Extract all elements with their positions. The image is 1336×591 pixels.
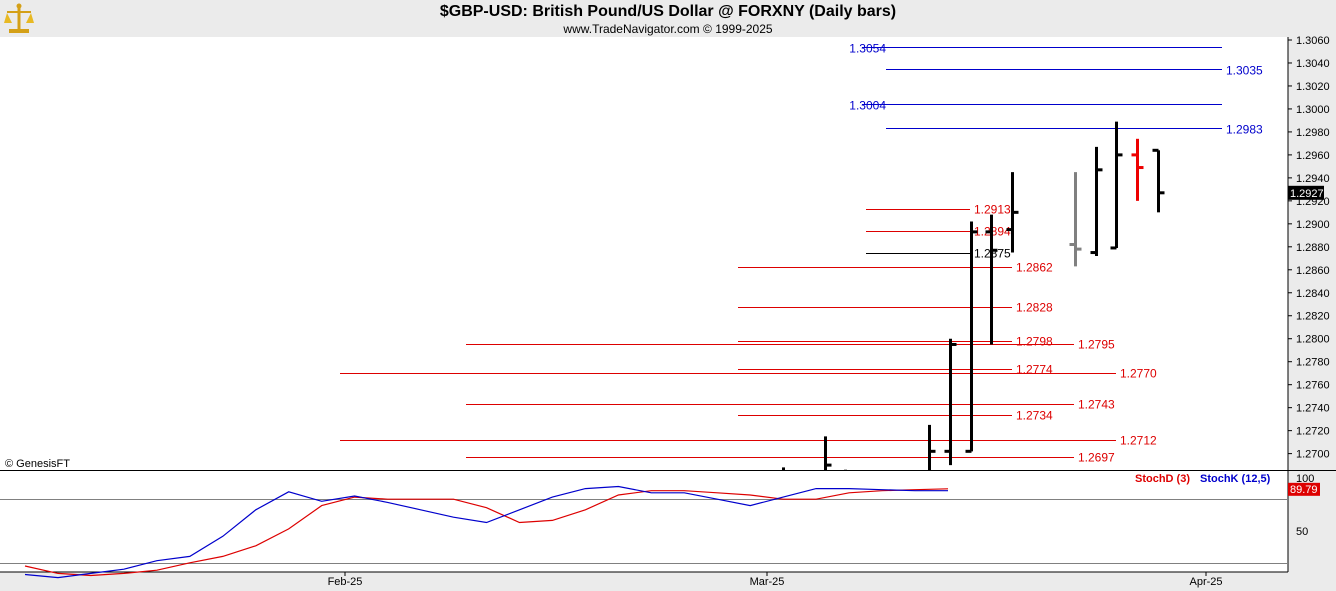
level-label-1.2743: 1.2743 bbox=[1078, 398, 1115, 412]
date-axis-panel bbox=[0, 572, 1288, 591]
last-price-label: 1.2927 bbox=[1290, 188, 1324, 200]
ohlc-bar bbox=[965, 221, 978, 453]
ohlc-bar bbox=[1090, 146, 1103, 256]
level-label-1.2770: 1.2770 bbox=[1120, 367, 1157, 381]
ohlc-bar bbox=[928, 424, 936, 470]
level-label-1.2798: 1.2798 bbox=[1016, 335, 1053, 349]
ohlc-bar bbox=[824, 436, 832, 470]
price-tick-label: 1.2760 bbox=[1296, 380, 1330, 392]
price-tick-label: 1.2860 bbox=[1296, 265, 1330, 277]
price-tick-label: 1.2740 bbox=[1296, 403, 1330, 415]
scales-logo-icon bbox=[4, 3, 34, 33]
level-label-1.3004: 1.3004 bbox=[849, 99, 886, 113]
level-label-1.2774: 1.2774 bbox=[1016, 363, 1053, 377]
stoch-series-line bbox=[24, 488, 949, 577]
stoch-last-label: 89.79 bbox=[1290, 484, 1318, 496]
ohlc-bar bbox=[985, 214, 998, 345]
ohlc-bar bbox=[1131, 138, 1144, 201]
price-tick-label: 1.2880 bbox=[1296, 242, 1330, 254]
stochk-legend: StochK (12,5) bbox=[1200, 473, 1271, 485]
level-label-1.2712: 1.2712 bbox=[1120, 434, 1157, 448]
level-label-1.2913: 1.2913 bbox=[974, 203, 1011, 217]
date-tick-label: Feb-25 bbox=[328, 576, 363, 588]
level-label-1.2697: 1.2697 bbox=[1078, 451, 1115, 465]
level-label-1.2828: 1.2828 bbox=[1016, 301, 1053, 315]
ohlc-bar bbox=[1110, 121, 1123, 250]
level-label-1.2795: 1.2795 bbox=[1078, 338, 1115, 352]
stoch-last-badge bbox=[1288, 482, 1320, 496]
ohlc-bar bbox=[1152, 148, 1165, 213]
copyright-text: © GenesisFT bbox=[5, 458, 70, 470]
price-tick-label: 1.3000 bbox=[1296, 104, 1330, 116]
date-tick-label: Apr-25 bbox=[1189, 576, 1222, 588]
price-tick-label: 1.2980 bbox=[1296, 127, 1330, 139]
price-tick-label: 1.2960 bbox=[1296, 150, 1330, 162]
price-tick-label: 1.2720 bbox=[1296, 426, 1330, 438]
price-tick-label: 1.2780 bbox=[1296, 357, 1330, 369]
level-label-1.3054: 1.3054 bbox=[849, 42, 886, 56]
stoch-tick-label: 100 bbox=[1296, 473, 1314, 485]
price-tick-label: 1.2940 bbox=[1296, 173, 1330, 185]
chart-subtitle: www.TradeNavigator.com © 1999-2025 bbox=[563, 22, 773, 36]
chart-title: $GBP-USD: British Pound/US Dollar @ FORX… bbox=[439, 3, 897, 20]
price-tick-label: 1.2900 bbox=[1296, 219, 1330, 231]
ohlc-bar bbox=[1006, 172, 1019, 253]
ohlc-bar bbox=[944, 338, 957, 466]
price-tick-label: 1.3020 bbox=[1296, 81, 1330, 93]
last-price-badge bbox=[1288, 185, 1324, 200]
level-label-1.2862: 1.2862 bbox=[1016, 261, 1053, 275]
price-tick-label: 1.2800 bbox=[1296, 334, 1330, 346]
stochd-legend: StochD (3) bbox=[1135, 473, 1190, 485]
level-label-1.3035: 1.3035 bbox=[1226, 64, 1263, 78]
price-tick-label: 1.2820 bbox=[1296, 311, 1330, 323]
ohlc-bar bbox=[1069, 172, 1082, 267]
level-label-1.2983: 1.2983 bbox=[1226, 123, 1263, 137]
price-tick-label: 1.3040 bbox=[1296, 58, 1330, 70]
price-tick-label: 1.2700 bbox=[1296, 449, 1330, 461]
date-tick-label: Mar-25 bbox=[750, 576, 785, 588]
stoch-tick-label: 50 bbox=[1296, 526, 1308, 538]
price-tick-label: 1.3060 bbox=[1296, 35, 1330, 47]
price-axis-panel bbox=[1288, 37, 1336, 591]
price-tick-label: 1.2840 bbox=[1296, 288, 1330, 300]
stoch-series-line bbox=[24, 485, 948, 579]
level-label-1.2734: 1.2734 bbox=[1016, 409, 1053, 423]
chart-header bbox=[0, 0, 1336, 37]
